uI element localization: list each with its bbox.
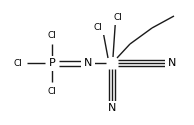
Text: Cl: Cl xyxy=(14,58,23,68)
Text: P: P xyxy=(49,58,55,68)
Text: N: N xyxy=(168,58,176,68)
Text: Cl: Cl xyxy=(48,86,56,96)
Text: Cl: Cl xyxy=(94,24,102,32)
Text: N: N xyxy=(108,103,116,113)
Text: Cl: Cl xyxy=(113,14,122,22)
Text: Cl: Cl xyxy=(48,30,56,40)
Text: N: N xyxy=(84,58,92,68)
